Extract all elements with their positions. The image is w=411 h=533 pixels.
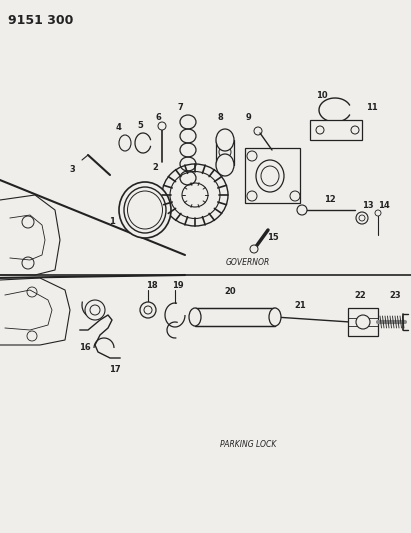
Ellipse shape [216,154,234,176]
Text: 8: 8 [217,114,223,123]
Text: 9: 9 [245,114,251,123]
Text: 15: 15 [267,233,279,243]
Ellipse shape [124,187,166,233]
Ellipse shape [170,172,220,219]
Text: 22: 22 [354,290,366,300]
Bar [195,308,275,326]
Ellipse shape [216,129,234,151]
Ellipse shape [162,164,228,226]
Text: 1: 1 [109,217,115,227]
Ellipse shape [127,191,162,229]
Bar [245,148,300,203]
Text: 20: 20 [224,287,236,296]
Circle shape [140,302,156,318]
Text: 17: 17 [109,366,121,375]
Text: 9151 300: 9151 300 [8,14,74,27]
Text: 10: 10 [316,91,328,100]
Text: 13: 13 [362,201,374,211]
Circle shape [375,210,381,216]
Ellipse shape [269,308,281,326]
Ellipse shape [119,182,171,238]
Text: 3: 3 [69,166,75,174]
Ellipse shape [261,166,279,186]
Text: 2: 2 [152,164,158,173]
Text: 11: 11 [366,103,378,112]
Circle shape [144,306,152,314]
Text: 18: 18 [146,280,158,289]
Text: 5: 5 [137,122,143,131]
Ellipse shape [256,160,284,192]
Circle shape [158,122,166,130]
Text: GOVERNOR: GOVERNOR [226,258,270,267]
Circle shape [356,315,370,329]
Text: 19: 19 [172,280,184,289]
Bar [348,308,378,336]
Circle shape [297,205,307,215]
Text: 6: 6 [155,114,161,123]
Text: 14: 14 [378,201,390,211]
Text: 7: 7 [177,103,183,112]
Text: 4: 4 [115,124,121,133]
Ellipse shape [182,183,208,207]
Circle shape [356,212,368,224]
Circle shape [90,305,100,315]
Text: 12: 12 [324,196,336,205]
Text: 21: 21 [294,301,306,310]
Text: PARKING LOCK: PARKING LOCK [220,440,276,449]
Ellipse shape [189,308,201,326]
Ellipse shape [119,135,131,151]
Bar [310,120,362,140]
Text: 16: 16 [79,343,91,352]
Text: 23: 23 [389,290,401,300]
Circle shape [250,245,258,253]
Circle shape [359,215,365,221]
Circle shape [85,300,105,320]
